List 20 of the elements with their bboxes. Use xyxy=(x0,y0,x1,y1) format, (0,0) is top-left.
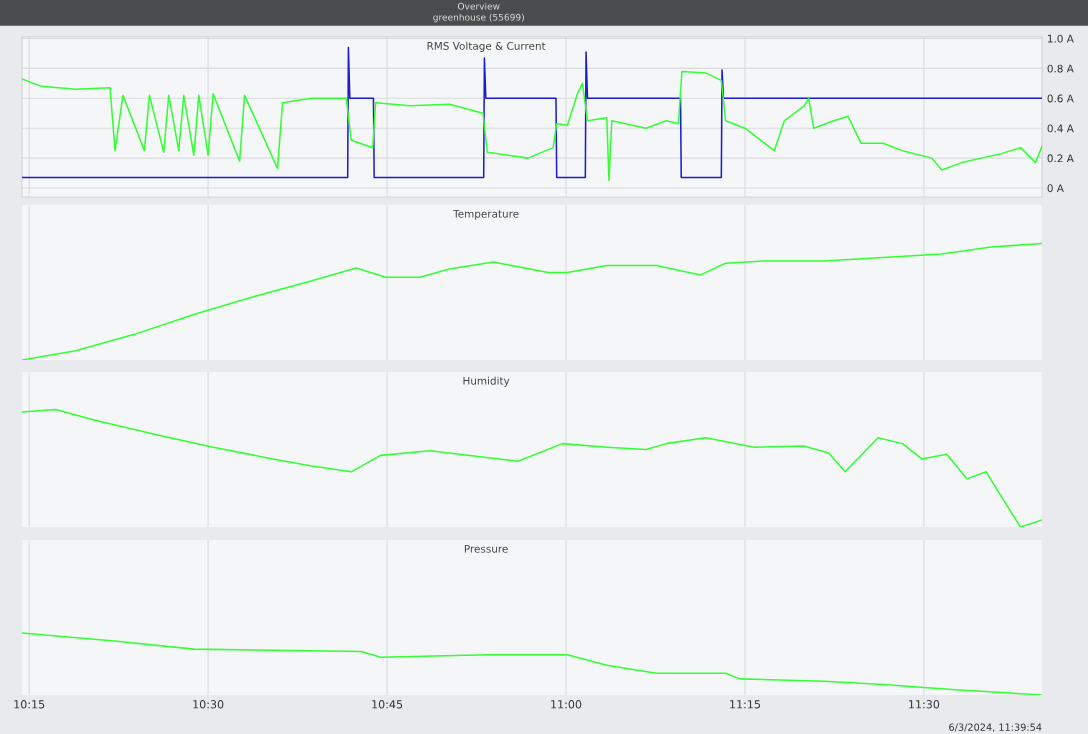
x-tick-label: 10:15 xyxy=(14,700,45,709)
x-tick-label: 11:15 xyxy=(730,700,760,709)
chart-title: Temperature xyxy=(453,209,519,220)
y-tick-label: 0.6 A xyxy=(1047,94,1074,103)
x-tick-label: 11:30 xyxy=(909,700,940,709)
chart-title: Humidity xyxy=(463,376,510,387)
y-tick-label: 0 A xyxy=(1047,184,1064,193)
y-tick-label: 0.8 A xyxy=(1047,64,1074,73)
x-tick-label: 10:45 xyxy=(372,700,403,709)
text: greenhouse (55699) xyxy=(433,13,524,23)
text: 6/3/2024, 11:39:54 xyxy=(949,723,1042,732)
x-tick-label: 11:00 xyxy=(551,700,582,709)
chart-title: Pressure xyxy=(464,544,508,553)
chart-title: RMS Voltage & Current xyxy=(427,41,546,52)
y-tick-label: 0.4 A xyxy=(1047,124,1074,133)
y-tick-label: 1.0 A xyxy=(1048,34,1074,43)
text: Overview xyxy=(457,2,500,10)
y-tick-label: 0.2 A xyxy=(1047,154,1074,163)
line-series xyxy=(22,70,1042,182)
x-tick-label: 10:30 xyxy=(193,700,224,709)
